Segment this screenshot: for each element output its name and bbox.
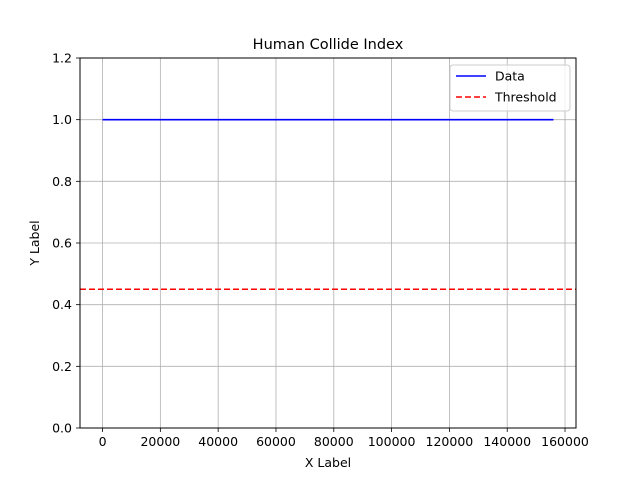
y-tick-label: 1.2: [52, 51, 72, 66]
y-axis-label: Y Label: [27, 220, 42, 266]
x-tick-label: 20000: [140, 434, 180, 449]
y-tick-label: 0.8: [52, 174, 72, 189]
y-tick-label: 1.0: [52, 112, 72, 127]
x-tick-label: 100000: [368, 434, 416, 449]
legend-label-threshold: Threshold: [494, 90, 557, 105]
x-tick-label: 140000: [483, 434, 531, 449]
x-axis-label: X Label: [305, 455, 351, 470]
series-layer: [80, 118, 576, 291]
x-tick-label: 160000: [541, 434, 589, 449]
y-tick-label: 0.4: [52, 297, 72, 312]
y-tick-label: 0.2: [52, 359, 72, 374]
ticks: 0 20000 40000 60000 80000 100000 120000 140000 1…: [52, 51, 589, 450]
x-tick-label: 40000: [198, 434, 238, 449]
x-tick-label: 120000: [426, 434, 474, 449]
x-tick-label: 60000: [256, 434, 296, 449]
x-tick-label: 0: [99, 434, 107, 449]
x-tick-label: 80000: [314, 434, 354, 449]
chart-title: Human Collide Index: [253, 37, 404, 53]
legend-label-data: Data: [495, 69, 525, 84]
y-tick-label: 0.0: [52, 421, 72, 436]
legend: Data Threshold: [449, 64, 571, 112]
y-tick-label: 0.6: [52, 236, 72, 251]
